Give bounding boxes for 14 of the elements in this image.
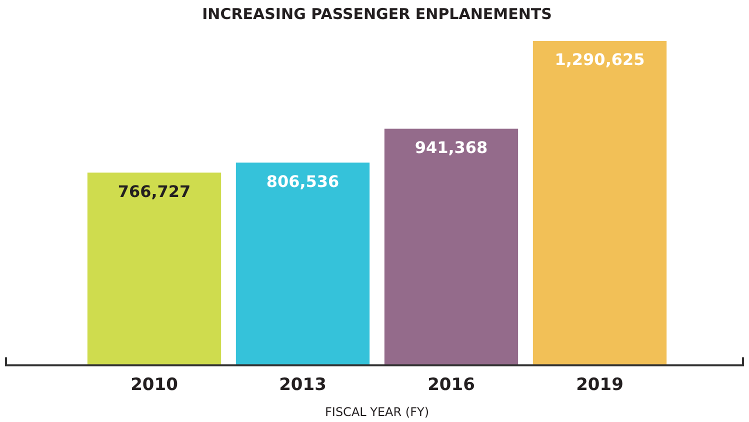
chart-title: INCREASING PASSENGER ENPLANEMENTS — [202, 4, 552, 23]
data-label: 766,727 — [118, 182, 191, 201]
x-tick-label: 2016 — [428, 374, 475, 395]
x-axis-title: FISCAL YEAR (FY) — [324, 404, 430, 419]
bar — [87, 172, 222, 366]
x-tick-label: 2019 — [576, 374, 624, 395]
x-tick-label: 2013 — [279, 374, 326, 395]
data-label: 941,368 — [414, 138, 488, 157]
bar — [532, 41, 667, 366]
data-label: 1,290,625 — [554, 50, 645, 70]
bar — [236, 162, 370, 366]
x-tick-label: 2010 — [130, 374, 178, 395]
data-label: 806,536 — [266, 172, 340, 191]
bar — [384, 128, 518, 366]
